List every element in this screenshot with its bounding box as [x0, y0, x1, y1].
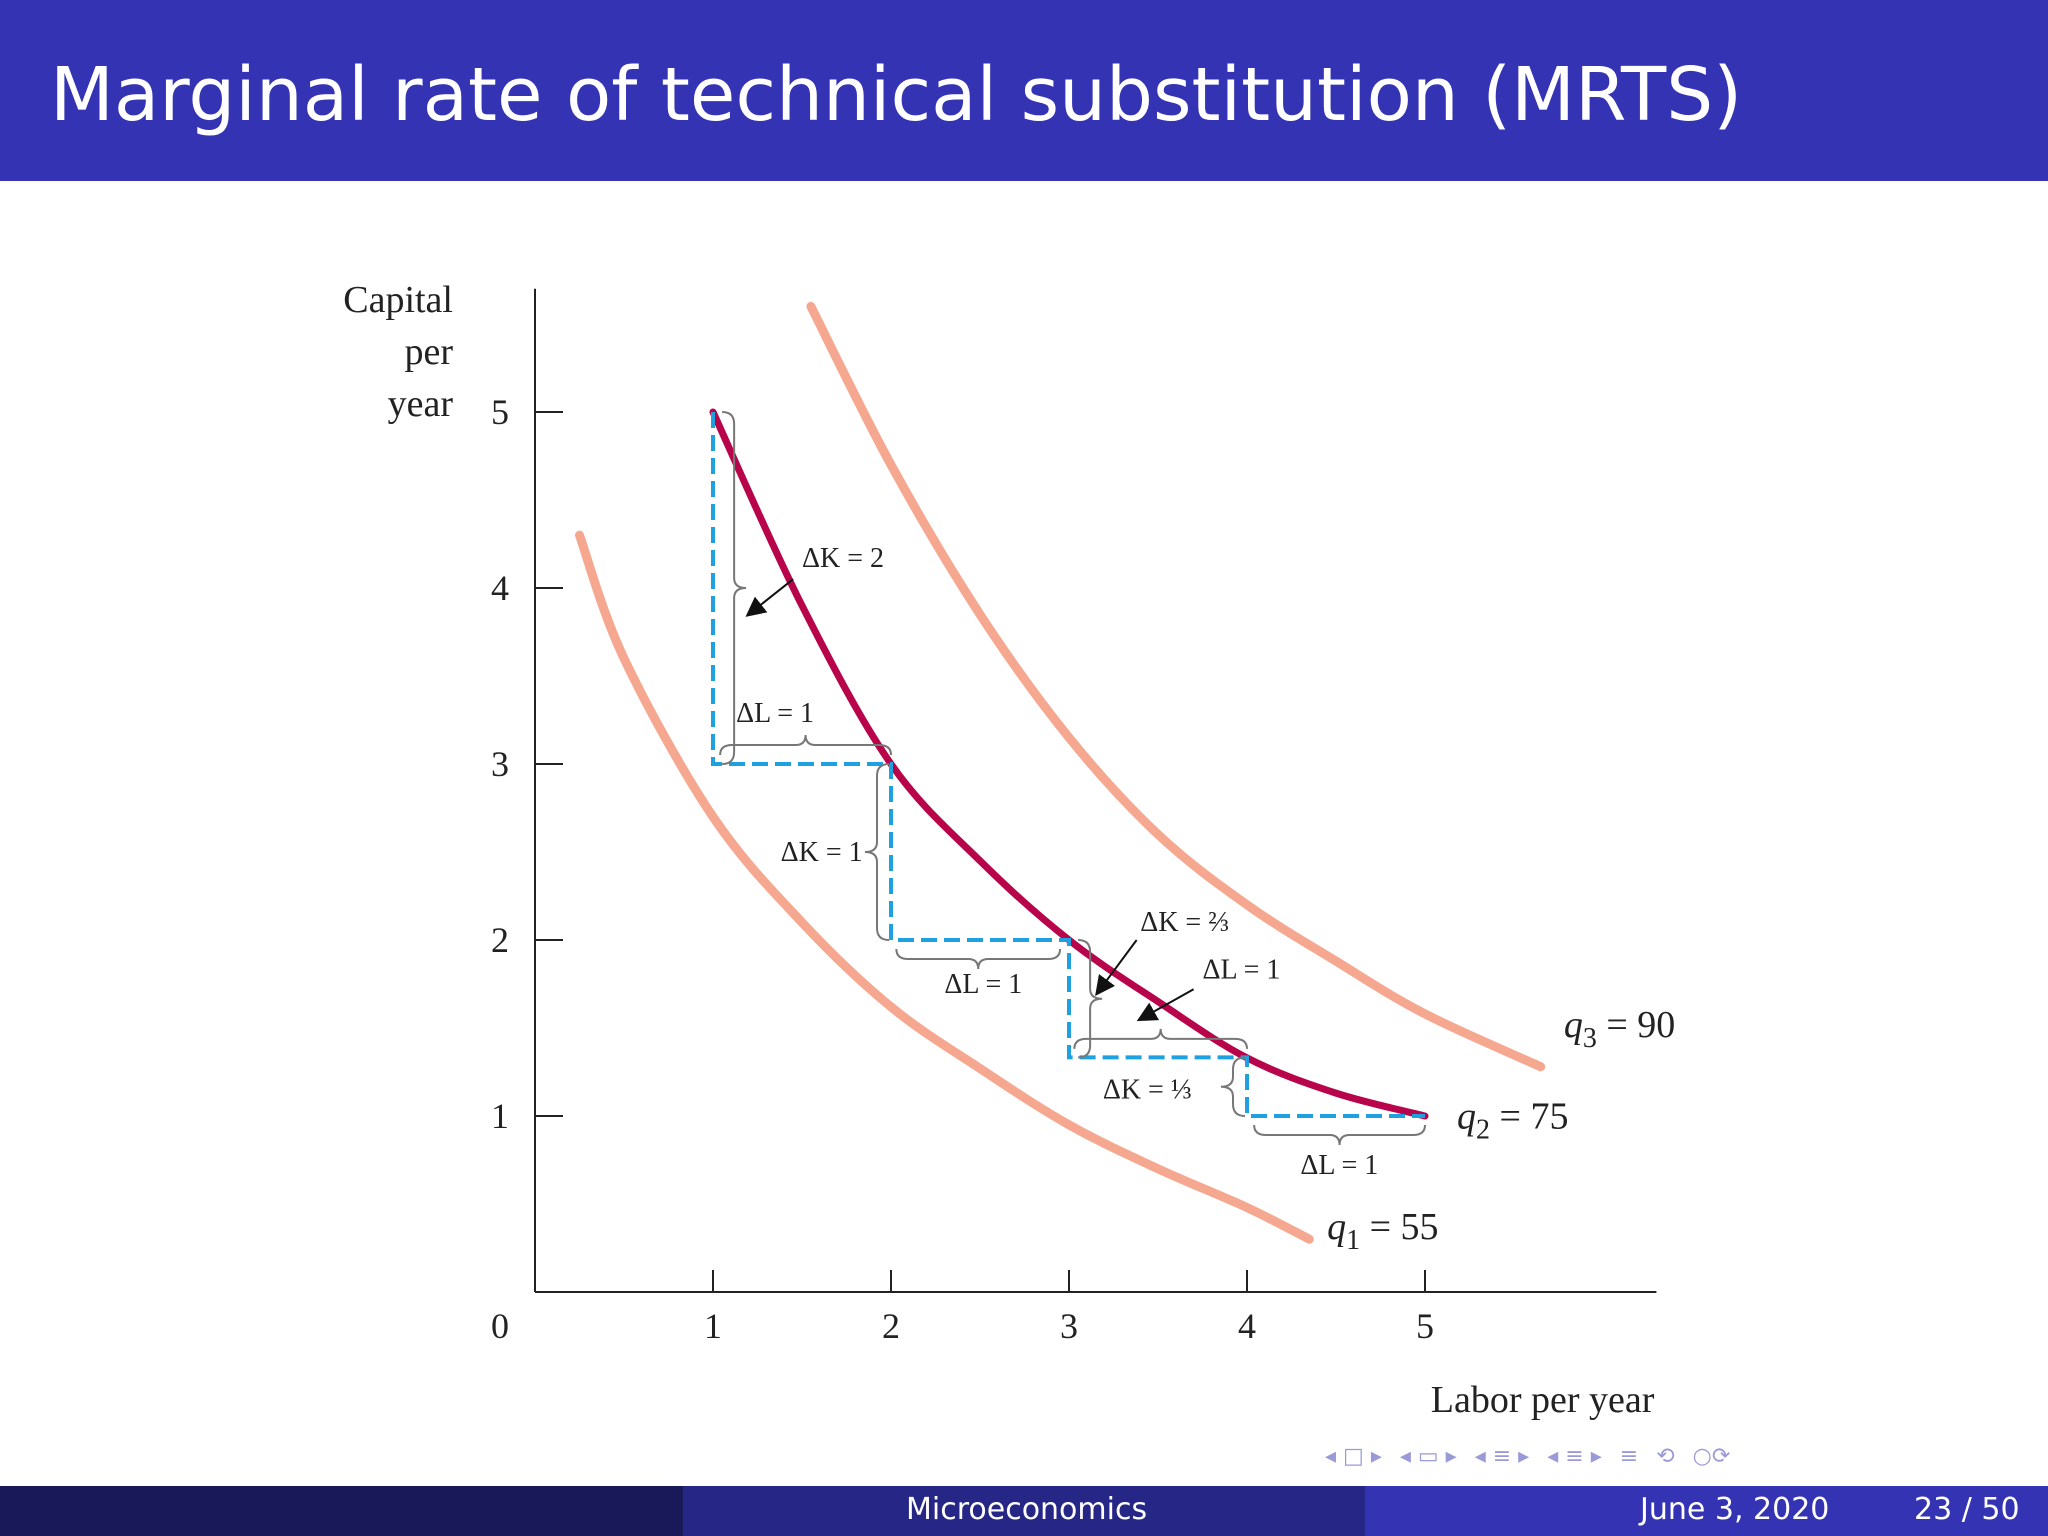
brace-vertical	[1220, 1056, 1246, 1117]
footer-date: June 3, 2020	[1640, 1492, 1830, 1527]
series-label-q3: q3 = 90	[1564, 1004, 1675, 1054]
brace-horizontal	[719, 734, 892, 756]
slide-title: Marginal rate of technical substitution …	[50, 52, 1743, 138]
y-axis-title: Capital per year	[343, 279, 453, 425]
brace-vertical	[1078, 939, 1103, 1059]
brace-vertical	[722, 411, 747, 765]
footer-left-band	[0, 1486, 683, 1536]
labels: q1 = 55 q2 = 75 q3 = 90 ΔK = 2 ΔL = 1 ΔK = 1 Δ…	[736, 543, 1675, 1256]
axes: 1 2 3 4 5 1 2 3 4 5 0 Capital per year Labor per year	[343, 279, 1657, 1421]
footer-right-band	[1365, 1486, 2048, 1536]
origin-label: 0	[491, 1306, 509, 1346]
x-tick-label: 5	[1416, 1306, 1434, 1346]
search-icon[interactable]: ⟲	[1656, 1444, 1675, 1469]
undo-icon[interactable]: ○⟳	[1692, 1444, 1731, 1469]
steps	[711, 412, 1425, 1118]
x-tick-label: 2	[882, 1306, 900, 1346]
footer-course: Microeconomics	[906, 1492, 1148, 1527]
y-tick-label: 3	[491, 744, 509, 784]
subsection-icon[interactable]: ◂ ≡ ▸	[1547, 1444, 1602, 1469]
x-axis-title: Labor per year	[1431, 1379, 1655, 1421]
brace-horizontal	[1253, 1124, 1426, 1146]
series-label-q2: q2 = 75	[1457, 1095, 1568, 1145]
brace-vertical	[864, 763, 890, 941]
arrow	[1136, 988, 1195, 1022]
y-tick-label: 5	[491, 392, 509, 432]
annotation-dl-1-first: ΔL = 1	[736, 698, 814, 729]
annotation-dk-1: ΔK = 1	[781, 837, 863, 868]
isoquant-q3	[806, 301, 1546, 1072]
arrow	[1095, 939, 1138, 997]
y-tick-label: 1	[491, 1096, 509, 1136]
step-path	[711, 412, 1425, 1118]
frame-icon[interactable]: ◂ ▭ ▸	[1399, 1444, 1457, 1469]
arrow-left-icon[interactable]: ◂ □ ▸	[1325, 1444, 1382, 1469]
annotation-dl-1-second: ΔL = 1	[944, 969, 1022, 1000]
annotation-dl-1-third: ΔL = 1	[1203, 955, 1281, 986]
annotation-dk-2: ΔK = 2	[802, 543, 884, 574]
braces	[719, 411, 1426, 1146]
title-bar	[0, 0, 2048, 181]
series-label-q1: q1 = 55	[1327, 1206, 1438, 1256]
annotation-dk-2-3: ΔK = ⅔	[1140, 907, 1229, 938]
footer-page: 23 / 50	[1914, 1492, 2020, 1527]
annotation-dk-1-3: ΔK = ⅓	[1103, 1074, 1192, 1105]
isoquant-q2	[709, 408, 1429, 1120]
y-tick-label: 4	[491, 568, 509, 608]
x-tick-label: 3	[1060, 1306, 1078, 1346]
footer-mid-band	[683, 1486, 1365, 1536]
curves	[575, 301, 1546, 1244]
brace-horizontal	[895, 948, 1062, 970]
section-icon[interactable]: ≡	[1619, 1444, 1639, 1469]
arrow	[745, 578, 794, 617]
brace-horizontal	[1073, 1028, 1248, 1049]
arrow-right-icon[interactable]: ◂ ≡ ▸	[1474, 1444, 1530, 1469]
annotation-dl-1-fourth: ΔL = 1	[1300, 1150, 1378, 1181]
navigation-bar[interactable]: ◂ □ ▸ ◂ ▭ ▸ ◂ ≡ ▸ ◂ ≡ ▸ ≡ ⟲ ○⟳	[1325, 1440, 1730, 1474]
isoquant-q1	[575, 530, 1314, 1244]
y-tick-label: 2	[491, 920, 509, 960]
x-tick-label: 1	[704, 1306, 722, 1346]
x-tick-label: 4	[1238, 1306, 1256, 1346]
